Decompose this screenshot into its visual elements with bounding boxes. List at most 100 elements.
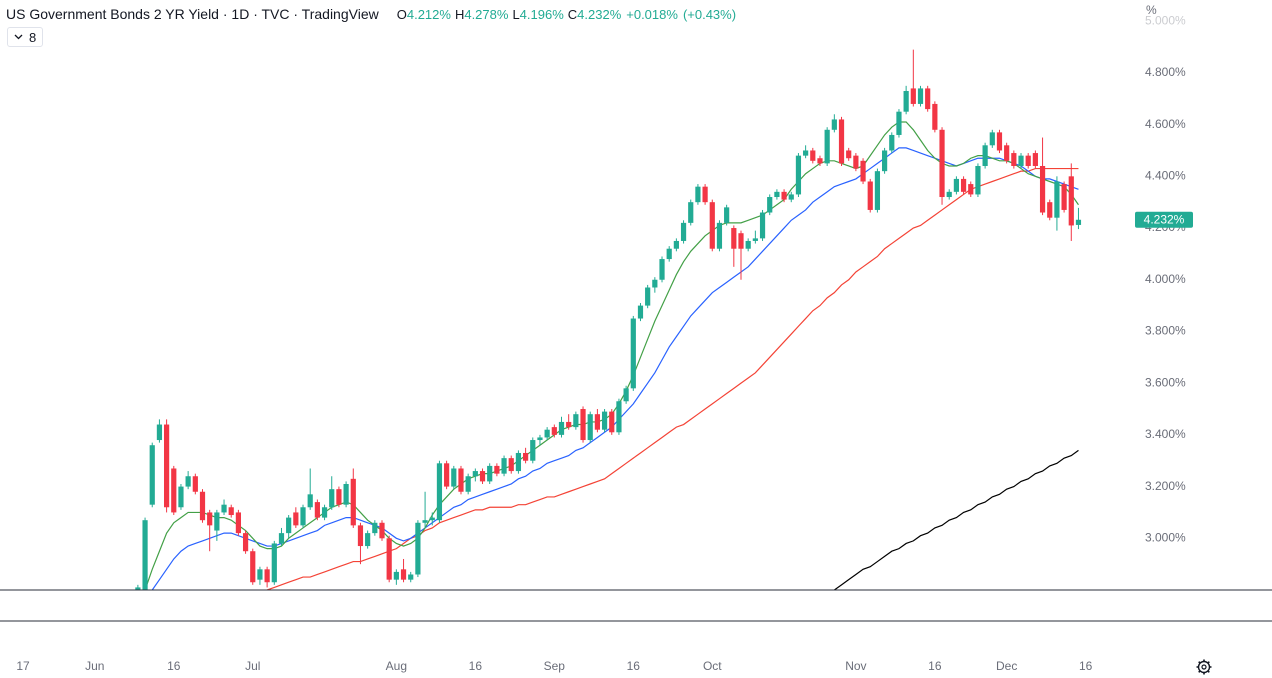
candle-body — [774, 191, 780, 198]
candle-body — [515, 452, 522, 472]
ohlc-value: 4.278% — [464, 7, 509, 22]
candle-body — [788, 194, 794, 200]
candle-body — [630, 318, 636, 389]
candle-body — [731, 228, 737, 249]
candle-body — [551, 427, 557, 435]
candle-body — [989, 132, 995, 146]
candle-body — [171, 468, 177, 513]
candle-body — [286, 517, 292, 534]
chevron[interactable] — [14, 34, 23, 40]
symbol-title: US Government Bonds 2 YR Yield · 1D · TV… — [6, 6, 379, 22]
candle-body — [257, 569, 263, 580]
x-tick-label: 16 — [167, 659, 181, 673]
candle-body — [537, 437, 543, 441]
candle-body — [415, 522, 421, 575]
candle-body — [444, 463, 450, 487]
candle-body — [393, 571, 399, 580]
candle-body — [652, 279, 658, 288]
candle-body — [982, 145, 988, 166]
candle-body — [623, 388, 629, 402]
change: +0.018% — [626, 7, 678, 22]
y-tick-label: 4.600% — [1145, 117, 1186, 131]
indicators-toggle[interactable]: 8 — [7, 27, 44, 47]
candle-body — [321, 507, 328, 518]
y-tick-label: 3.800% — [1145, 324, 1186, 338]
candle-body — [946, 191, 952, 198]
candle-body — [666, 248, 672, 260]
indicators-count[interactable]: 8 — [29, 29, 37, 45]
candle-body — [501, 458, 507, 474]
candle-body — [601, 411, 608, 430]
candle-body — [767, 197, 773, 213]
candle-body — [228, 507, 234, 516]
settings-icon[interactable] — [1196, 659, 1212, 675]
candle-body — [824, 129, 830, 164]
candle-body — [458, 468, 464, 492]
moving-average-line — [266, 167, 1079, 590]
candle-body — [925, 88, 931, 110]
candle-body — [810, 150, 816, 161]
candle-body — [1047, 202, 1053, 218]
x-tick-label: Jul — [245, 659, 260, 673]
moving-average-line — [144, 121, 1079, 590]
x-tick-label: 16 — [928, 659, 942, 673]
candle-body — [207, 512, 213, 526]
candle-body — [932, 103, 938, 130]
candle-body — [860, 160, 866, 182]
gear-teeth[interactable] — [1196, 659, 1212, 675]
y-unit: % — [1146, 3, 1157, 17]
candle-body — [968, 184, 974, 195]
ohlc-value: 4.232% — [577, 7, 622, 22]
x-tick-label: Dec — [996, 659, 1017, 673]
candle-body — [235, 512, 241, 534]
candle-body — [408, 574, 414, 580]
candle-body — [1004, 145, 1010, 161]
candle-body — [831, 119, 837, 130]
candle-body — [939, 129, 945, 198]
candle-body — [688, 202, 694, 223]
candle-body — [214, 512, 220, 531]
candle-body — [1025, 155, 1031, 166]
candle-body — [422, 520, 428, 523]
candle-body — [149, 445, 155, 505]
legend-header: US Government Bonds 2 YR Yield · 1D · TV… — [6, 6, 736, 22]
candle-body — [558, 421, 565, 435]
candle-body — [307, 494, 313, 508]
candle-body — [1032, 153, 1038, 166]
moving-average-line — [833, 449, 1079, 590]
ohlc-key: H — [454, 7, 465, 22]
candle-body — [487, 465, 493, 482]
candle-body — [594, 414, 600, 430]
candle-body — [508, 458, 514, 472]
x-tick-label: Nov — [845, 659, 866, 673]
last-price-box — [1135, 211, 1193, 228]
candle-body — [314, 502, 320, 518]
candle-body — [451, 468, 457, 487]
x-tick-label: 17 — [16, 659, 30, 673]
moving-average-line — [151, 147, 1079, 590]
candle-body — [846, 150, 852, 159]
candle-body — [917, 88, 924, 104]
gear-hub[interactable] — [1201, 664, 1207, 670]
candle-body — [566, 421, 572, 428]
candle-body — [544, 429, 550, 438]
candle-body — [278, 533, 285, 544]
candle-body — [530, 440, 536, 461]
candle-body — [472, 471, 478, 477]
candle-body — [695, 186, 701, 203]
candle-body — [673, 240, 679, 249]
candle-body — [379, 522, 385, 539]
candle-body — [609, 411, 615, 433]
candle-body — [1075, 219, 1082, 225]
y-tick-label: 4.800% — [1145, 65, 1186, 79]
candle-body — [882, 150, 888, 172]
candle-body — [716, 222, 723, 249]
candle-body — [300, 507, 306, 526]
candle-body — [350, 478, 356, 526]
candle-body — [199, 491, 206, 521]
candle-body — [336, 489, 342, 505]
candle-body — [702, 186, 708, 203]
candle-body — [960, 178, 967, 192]
candle-body — [975, 165, 981, 195]
